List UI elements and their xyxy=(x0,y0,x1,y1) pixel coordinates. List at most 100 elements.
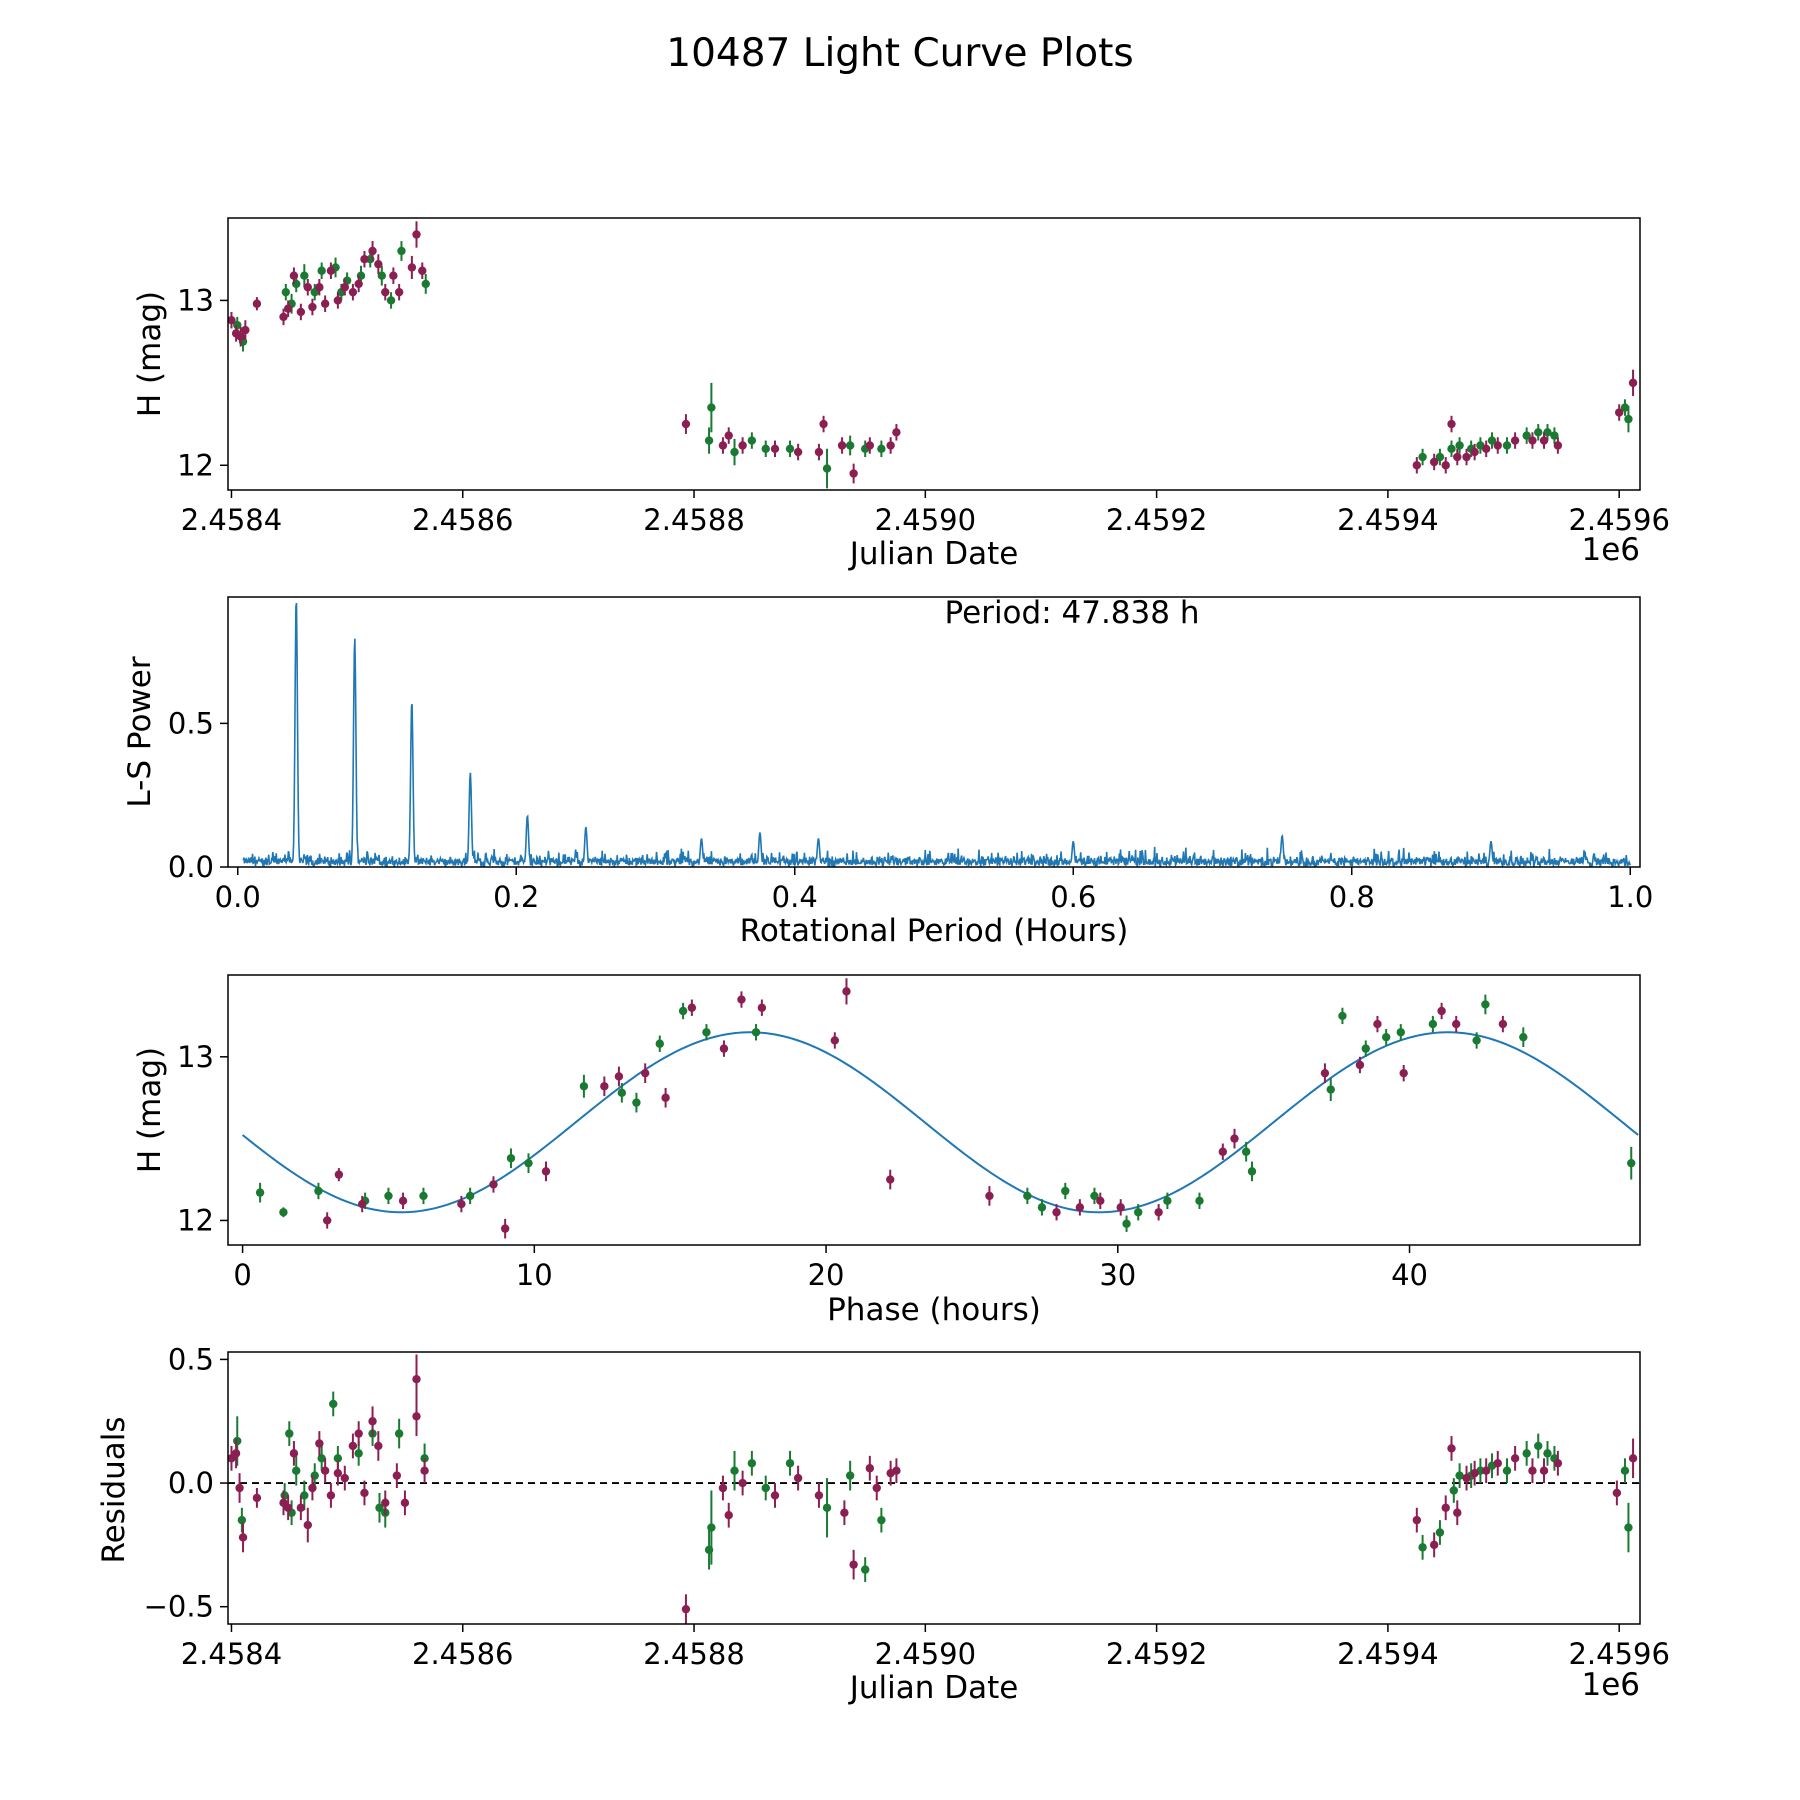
residuals-frame xyxy=(227,1351,1641,1625)
residuals-point xyxy=(1441,1503,1450,1512)
lightcurve-point xyxy=(845,441,855,450)
residuals-point xyxy=(238,1533,248,1542)
phased-point xyxy=(1061,1186,1070,1196)
lightcurve-point xyxy=(865,441,875,450)
residuals-point xyxy=(1628,1454,1638,1463)
lightcurve-xtick-label: 2.4596 xyxy=(1568,503,1669,537)
phased-point xyxy=(1075,1203,1085,1212)
residuals-point xyxy=(892,1466,901,1475)
phased-point xyxy=(489,1180,498,1189)
lightcurve-point xyxy=(421,279,430,289)
residuals-point xyxy=(730,1466,739,1475)
phased-point xyxy=(255,1188,265,1197)
phased-point xyxy=(1519,1032,1528,1042)
phased-point xyxy=(1195,1196,1204,1206)
phased-point xyxy=(279,1208,288,1217)
figure-title: 10487 Light Curve Plots xyxy=(666,31,1133,76)
lightcurve-point xyxy=(707,403,716,412)
residuals-point xyxy=(1534,1441,1543,1451)
residuals-x-offset-label: 1e6 xyxy=(1581,1667,1640,1703)
residuals-point xyxy=(231,1449,241,1458)
residuals-point xyxy=(394,1429,404,1438)
residuals-series-green xyxy=(233,1391,1633,1582)
phased-point xyxy=(1361,1044,1370,1053)
lightcurve-xtick-label: 2.4584 xyxy=(181,503,282,537)
residuals-point xyxy=(1493,1459,1502,1468)
lightcurve-point xyxy=(1455,441,1464,450)
phased-point xyxy=(1037,1203,1047,1212)
residuals-point xyxy=(300,1491,309,1500)
residuals-point xyxy=(400,1498,410,1508)
residuals-point xyxy=(360,1488,369,1498)
lightcurve-point xyxy=(1522,431,1531,440)
lightcurve-point xyxy=(1435,452,1445,462)
phased-point xyxy=(678,1006,688,1016)
lightcurve-point xyxy=(1534,428,1543,437)
periodogram-ylabel: L-S Power xyxy=(122,656,158,807)
phased-point xyxy=(465,1191,475,1201)
residuals-xtick-label: 2.4592 xyxy=(1106,1637,1207,1671)
residuals-point xyxy=(283,1503,293,1512)
phased-point xyxy=(1247,1167,1257,1176)
residuals-point xyxy=(1522,1449,1531,1458)
residuals-point xyxy=(747,1459,757,1468)
lightcurve-point xyxy=(326,266,336,275)
residuals-point xyxy=(354,1429,363,1438)
residuals-point xyxy=(785,1459,795,1468)
lightcurve-point xyxy=(1412,461,1422,470)
phased-point xyxy=(1381,1032,1391,1042)
residuals-ytick-label: 0.0 xyxy=(168,1466,214,1500)
lightcurve-point xyxy=(303,283,312,292)
lightcurve-point xyxy=(289,271,299,280)
lightcurve-point xyxy=(241,325,250,335)
residuals-point xyxy=(793,1473,803,1483)
lightcurve-point xyxy=(368,246,377,256)
residuals-point xyxy=(375,1503,384,1512)
periodogram-xtick-label: 0.8 xyxy=(1329,880,1375,914)
phased-point xyxy=(1090,1191,1099,1201)
residuals-xtick-label: 2.4590 xyxy=(875,1637,976,1671)
lightcurve-point xyxy=(1628,378,1638,388)
periodogram-ytick-label: 0.5 xyxy=(168,706,214,740)
lightcurve-point xyxy=(730,447,739,457)
phased-point xyxy=(985,1191,994,1201)
phased-point xyxy=(1218,1147,1228,1156)
lightcurve-point xyxy=(1543,428,1552,437)
residuals-point xyxy=(354,1449,363,1458)
lightcurve-point xyxy=(389,271,398,280)
residuals-point xyxy=(412,1412,421,1421)
phased-ylabel: H (mag) xyxy=(132,1047,168,1173)
lightcurve-point xyxy=(747,436,757,445)
lightcurve-xtick-label: 2.4590 xyxy=(875,503,976,537)
lightcurve-point xyxy=(348,287,358,297)
residuals-point xyxy=(860,1565,870,1574)
lightcurve-point xyxy=(1447,444,1456,453)
phased-point xyxy=(524,1158,533,1168)
lightcurve-point xyxy=(1493,441,1502,450)
phased-point xyxy=(1472,1036,1481,1045)
residuals-point xyxy=(326,1491,336,1500)
periodogram-xtick-label: 0.6 xyxy=(1050,880,1096,914)
residuals-point xyxy=(368,1417,377,1426)
period-annotation: Period: 47.838 h xyxy=(945,595,1200,631)
phased-point xyxy=(687,1003,697,1012)
residuals-point xyxy=(233,1436,242,1446)
phased-point xyxy=(1230,1134,1239,1143)
residuals-point xyxy=(289,1449,299,1458)
phased-point xyxy=(1326,1085,1335,1094)
residuals-xtick-label: 2.4584 xyxy=(181,1637,282,1671)
residuals-point xyxy=(681,1604,691,1614)
phased-point xyxy=(1116,1203,1125,1212)
lightcurve-point xyxy=(892,428,901,437)
lightcurve-point xyxy=(228,316,236,325)
phased-point xyxy=(830,1036,840,1045)
phased-point xyxy=(322,1216,332,1225)
residuals-point xyxy=(877,1515,886,1525)
residuals-point xyxy=(724,1511,733,1520)
phased-point xyxy=(757,1003,767,1012)
lightcurve-point xyxy=(283,304,293,313)
lightcurve-point xyxy=(360,255,369,264)
lightcurve-xtick-label: 2.4586 xyxy=(412,503,513,537)
residuals-point xyxy=(849,1560,858,1569)
residuals-point xyxy=(865,1464,875,1473)
